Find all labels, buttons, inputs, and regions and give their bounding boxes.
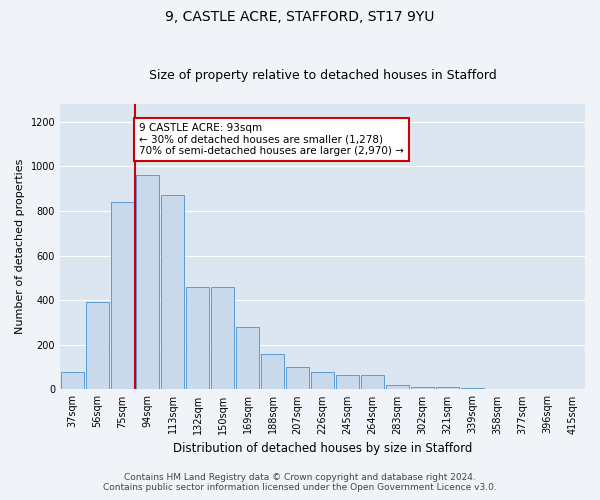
Bar	[111, 202, 134, 390]
Bar	[536, 388, 559, 390]
Bar	[486, 388, 509, 390]
Text: 9, CASTLE ACRE, STAFFORD, ST17 9YU: 9, CASTLE ACRE, STAFFORD, ST17 9YU	[166, 10, 434, 24]
Bar	[161, 196, 184, 390]
Bar	[311, 372, 334, 390]
Bar	[461, 388, 484, 390]
Text: Contains HM Land Registry data © Crown copyright and database right 2024.
Contai: Contains HM Land Registry data © Crown c…	[103, 473, 497, 492]
Bar	[61, 372, 84, 390]
Bar	[411, 387, 434, 390]
Y-axis label: Number of detached properties: Number of detached properties	[15, 159, 25, 334]
Bar	[286, 367, 309, 390]
Text: 9 CASTLE ACRE: 93sqm
← 30% of detached houses are smaller (1,278)
70% of semi-de: 9 CASTLE ACRE: 93sqm ← 30% of detached h…	[139, 123, 404, 156]
Bar	[386, 386, 409, 390]
Bar	[261, 354, 284, 390]
Bar	[511, 388, 534, 390]
Bar	[436, 387, 459, 390]
Title: Size of property relative to detached houses in Stafford: Size of property relative to detached ho…	[149, 69, 496, 82]
Bar	[236, 327, 259, 390]
Bar	[136, 176, 159, 390]
Bar	[86, 302, 109, 390]
Bar	[186, 287, 209, 390]
Bar	[211, 287, 234, 390]
X-axis label: Distribution of detached houses by size in Stafford: Distribution of detached houses by size …	[173, 442, 472, 455]
Bar	[561, 388, 584, 390]
Bar	[361, 375, 384, 390]
Bar	[336, 375, 359, 390]
